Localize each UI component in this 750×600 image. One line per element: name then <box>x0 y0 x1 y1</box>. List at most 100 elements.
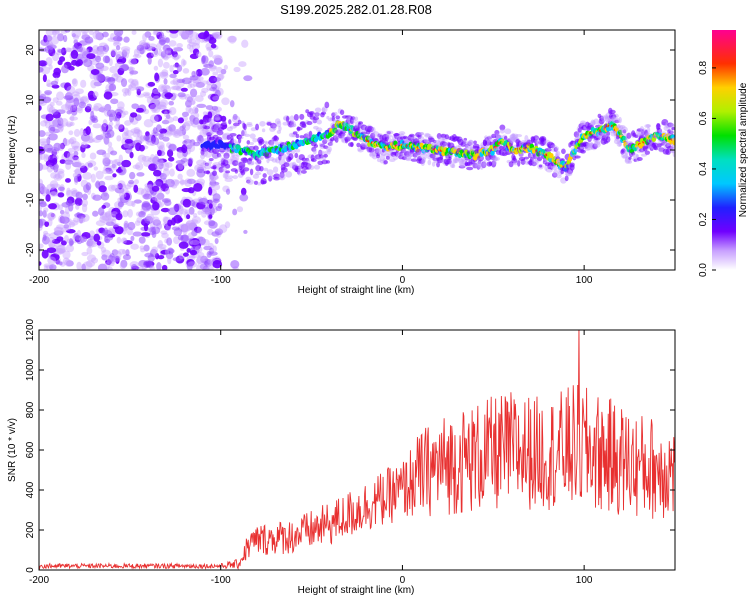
noise-blob <box>39 141 49 146</box>
noise-blob <box>66 123 72 128</box>
noise-blob <box>45 57 53 66</box>
noise-blob <box>99 49 108 55</box>
noise-blob <box>39 146 44 153</box>
noise-blob <box>39 243 44 249</box>
noise-blob <box>207 111 213 120</box>
noise-blob <box>195 256 206 265</box>
noise-blob <box>185 141 194 148</box>
noise-blob <box>56 91 65 101</box>
noise-blob <box>40 41 51 47</box>
noise-blob <box>122 110 129 116</box>
noise-blob <box>42 234 47 241</box>
ridge-halo <box>670 144 675 149</box>
noise-blob <box>184 222 192 232</box>
ridge-halo <box>315 114 319 119</box>
noise-blob <box>89 152 97 160</box>
noise-blob <box>111 222 120 227</box>
noise-blob <box>80 133 91 142</box>
ridge-halo <box>321 159 328 165</box>
noise-blob <box>122 92 127 97</box>
ridge-halo <box>228 119 232 125</box>
noise-blob <box>114 226 124 235</box>
noise-blob <box>142 91 151 97</box>
noise-blob <box>80 50 85 56</box>
noise-blob <box>204 31 210 38</box>
x-tick-label: -100 <box>211 275 231 286</box>
noise-blob <box>178 241 189 249</box>
noise-blob <box>52 157 58 165</box>
noise-blob <box>185 99 193 108</box>
ridge-halo <box>237 135 244 140</box>
noise-blob <box>95 48 103 55</box>
noise-blob <box>159 99 169 107</box>
colorbar-label: Normalized spectral amplitude <box>738 82 749 217</box>
noise-blob <box>75 88 84 95</box>
noise-blob <box>172 77 180 86</box>
noise-blob <box>92 30 101 40</box>
noise-blob <box>93 81 102 87</box>
ridge-halo <box>226 126 233 132</box>
noise-blob <box>39 261 42 266</box>
ridge-halo <box>228 175 234 179</box>
figure-title: S199.2025.282.01.28.R08 <box>280 2 432 17</box>
noise-blob <box>130 112 138 118</box>
noise-blob <box>48 133 58 141</box>
ridge-halo <box>544 148 552 152</box>
noise-blob <box>64 82 72 91</box>
noise-blob <box>186 144 193 150</box>
ridge-halo <box>504 128 512 135</box>
noise-blob <box>209 121 214 130</box>
noise-blob <box>53 226 62 233</box>
noise-blob <box>47 256 57 265</box>
noise-blob <box>144 252 154 258</box>
noise-blob <box>103 164 112 173</box>
noise-blob <box>190 237 200 246</box>
noise-blob <box>58 261 63 266</box>
x-tick-label: -200 <box>29 275 49 286</box>
noise-blob <box>43 265 49 270</box>
noise-blob <box>195 37 201 46</box>
ridge-halo <box>404 151 412 157</box>
noise-blob <box>184 30 190 39</box>
ridge-halo <box>358 121 364 125</box>
ridge-halo <box>344 136 351 142</box>
noise-blob <box>117 183 123 190</box>
ridge-halo <box>510 133 517 141</box>
ridge-halo <box>444 134 450 140</box>
noise-blob <box>187 232 196 238</box>
ridge-halo <box>431 161 436 167</box>
noise-blob <box>40 120 48 127</box>
noise-blob <box>173 130 179 137</box>
ridge-halo <box>311 146 317 152</box>
noise-blob <box>72 172 79 179</box>
noise-blob <box>92 194 102 201</box>
ridge-halo <box>665 148 671 155</box>
noise-blob <box>65 100 71 109</box>
ridge-halo <box>367 125 374 133</box>
ridge-halo <box>331 116 336 122</box>
ridge-halo <box>257 182 262 186</box>
ridge-halo <box>636 128 643 132</box>
noise-blob <box>133 179 140 185</box>
noise-blob <box>160 207 170 213</box>
noise-blob <box>80 141 88 148</box>
ridge-halo <box>216 152 222 158</box>
noise-blob <box>155 163 162 170</box>
noise-blob <box>64 235 69 242</box>
ridge-halo <box>598 118 605 125</box>
noise-blob <box>152 31 160 36</box>
ridge-halo <box>308 165 315 170</box>
noise-blob <box>133 199 142 204</box>
noise-blob <box>208 65 218 70</box>
ridge-halo <box>263 167 269 172</box>
noise-blob <box>85 138 95 144</box>
ridge-halo <box>402 135 408 140</box>
noise-blob <box>73 145 81 152</box>
ridge-halo <box>310 158 317 163</box>
noise-blob <box>213 31 223 40</box>
ridge-halo <box>531 161 537 167</box>
noise-blob <box>140 232 151 237</box>
ridge-halo <box>429 153 436 159</box>
ridge-halo <box>272 124 277 131</box>
